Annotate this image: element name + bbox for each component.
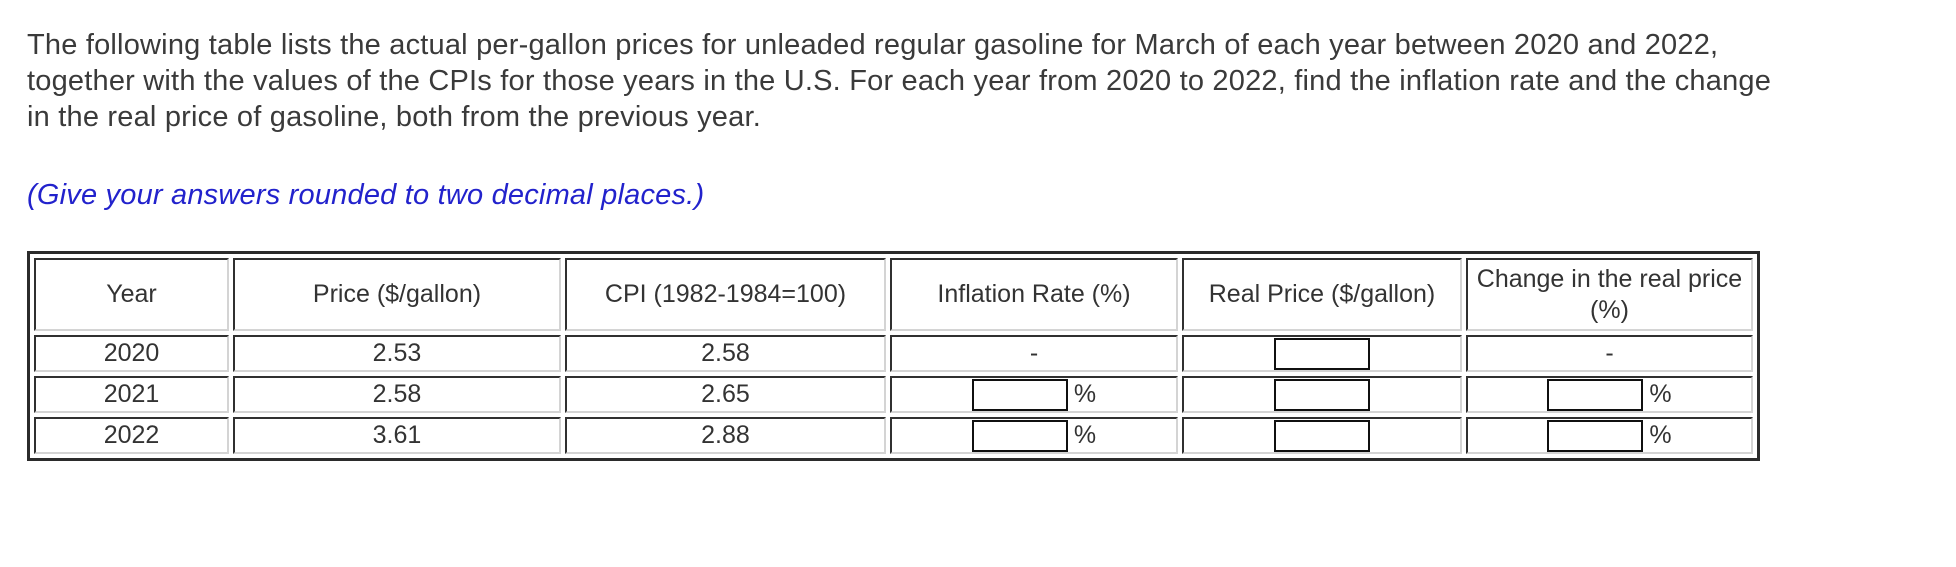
inflation-input-cell: % <box>890 417 1178 454</box>
real-price-input-cell <box>1182 376 1462 413</box>
header-inflation-rate: Inflation Rate (%) <box>890 258 1178 331</box>
statement-line-3: in the real price of gasoline, both from… <box>27 101 761 133</box>
statement-line-2: together with the values of the CPIs for… <box>27 65 1772 97</box>
year-cell: 2022 <box>34 417 229 454</box>
table-row-2022: 2022 3.61 2.88 % % <box>34 417 1753 454</box>
table-header-row: Year Price ($/gallon) CPI (1982-1984=100… <box>34 258 1753 331</box>
percent-label: % <box>1073 380 1097 409</box>
price-cell: 2.53 <box>233 335 561 372</box>
problem-statement: The following table lists the actual per… <box>27 27 1771 135</box>
real-price-input-2020[interactable] <box>1274 337 1370 370</box>
header-price: Price ($/gallon) <box>233 258 561 331</box>
year-cell: 2020 <box>34 335 229 372</box>
header-change-real-price: Change in the real price (%) <box>1466 258 1753 331</box>
gas-price-table: Year Price ($/gallon) CPI (1982-1984=100… <box>27 251 1760 461</box>
table-row-2021: 2021 2.58 2.65 % % <box>34 376 1753 413</box>
price-cell: 2.58 <box>233 376 561 413</box>
inflation-input-2022[interactable] <box>971 419 1068 452</box>
change-input-2021[interactable] <box>1547 378 1644 411</box>
cpi-cell: 2.88 <box>565 417 886 454</box>
inflation-input-2021[interactable] <box>971 378 1068 411</box>
change-input-cell: % <box>1466 376 1753 413</box>
percent-label: % <box>1649 380 1672 409</box>
statement-line-1: The following table lists the actual per… <box>27 29 1719 61</box>
percent-label: % <box>1649 421 1672 450</box>
inflation-dash-cell: - <box>890 335 1178 372</box>
header-real-price: Real Price ($/gallon) <box>1182 258 1462 331</box>
change-dash-cell: - <box>1466 335 1753 372</box>
dash-label: - <box>1029 339 1039 367</box>
inflation-input-cell: % <box>890 376 1178 413</box>
year-cell: 2021 <box>34 376 229 413</box>
percent-label: % <box>1073 421 1097 450</box>
rounding-instruction: (Give your answers rounded to two decima… <box>27 179 705 211</box>
change-input-2022[interactable] <box>1547 419 1644 452</box>
header-year: Year <box>34 258 229 331</box>
dash-label: - <box>1605 339 1614 367</box>
table-row-2020: 2020 2.53 2.58 - - <box>34 335 1753 372</box>
header-change-line2: (%) <box>1590 295 1629 324</box>
price-cell: 3.61 <box>233 417 561 454</box>
header-cpi: CPI (1982-1984=100) <box>565 258 886 331</box>
real-price-input-2021[interactable] <box>1274 378 1370 411</box>
change-input-cell: % <box>1466 417 1753 454</box>
real-price-input-cell <box>1182 335 1462 372</box>
cpi-cell: 2.65 <box>565 376 886 413</box>
real-price-input-2022[interactable] <box>1274 419 1370 452</box>
real-price-input-cell <box>1182 417 1462 454</box>
cpi-cell: 2.58 <box>565 335 886 372</box>
header-change-line1: Change in the real price <box>1476 264 1743 293</box>
